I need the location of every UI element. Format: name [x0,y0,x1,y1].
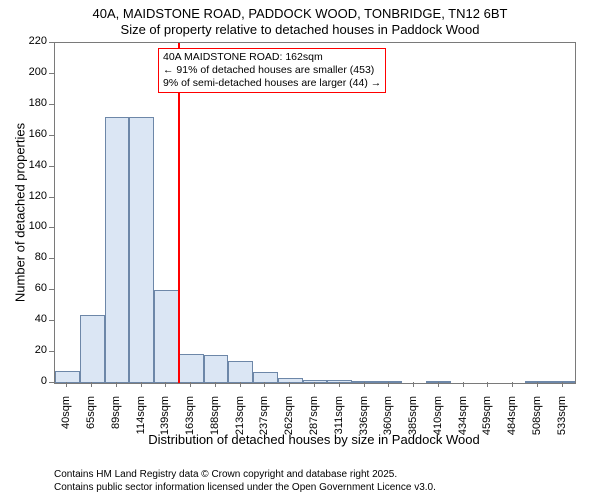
x-tick-label: 262sqm [283,396,295,446]
histogram-bar [327,380,352,383]
y-tick [49,166,54,167]
histogram-bar [228,361,253,383]
x-tick [413,382,414,387]
x-tick [91,382,92,387]
x-tick-label: 40sqm [60,396,72,446]
histogram-bar [179,354,204,383]
x-tick-label: 410sqm [432,396,444,446]
y-tick [49,227,54,228]
x-tick [141,382,142,387]
x-tick [562,382,563,387]
x-tick-label: 139sqm [159,396,171,446]
x-tick [66,382,67,387]
y-tick-label: 200 [19,66,47,78]
x-tick-label: 213sqm [234,396,246,446]
annotation-line-1: 40A MAIDSTONE ROAD: 162sqm [163,51,381,64]
y-tick [49,320,54,321]
x-tick [512,382,513,387]
histogram-bar [129,117,154,383]
x-tick [116,382,117,387]
histogram-bar [352,381,377,383]
histogram-bar [525,381,550,383]
x-tick [314,382,315,387]
y-tick-label: 180 [19,97,47,109]
histogram-bar [80,315,105,383]
y-tick [49,135,54,136]
histogram-bar [204,355,229,383]
x-tick [487,382,488,387]
x-tick-label: 459sqm [481,396,493,446]
y-tick [49,258,54,259]
x-tick-label: 188sqm [209,396,221,446]
y-tick [49,382,54,383]
y-tick-label: 40 [19,313,47,325]
histogram-bar [55,371,80,383]
x-tick [339,382,340,387]
x-tick-label: 336sqm [358,396,370,446]
x-tick [190,382,191,387]
chart-container: 40A, MAIDSTONE ROAD, PADDOCK WOOD, TONBR… [0,0,600,500]
x-tick-label: 533sqm [556,396,568,446]
x-tick [463,382,464,387]
x-tick-label: 163sqm [184,396,196,446]
y-tick-label: 20 [19,344,47,356]
histogram-bar [105,117,130,383]
x-tick-label: 360sqm [382,396,394,446]
x-tick-label: 385sqm [407,396,419,446]
x-tick [264,382,265,387]
y-tick [49,197,54,198]
x-tick [537,382,538,387]
annotation-box: 40A MAIDSTONE ROAD: 162sqm ← 91% of deta… [158,48,386,93]
histogram-bar [426,381,451,383]
annotation-line-2: ← 91% of detached houses are smaller (45… [163,64,381,77]
y-tick [49,73,54,74]
footer-line-1: Contains HM Land Registry data © Crown c… [54,468,436,481]
y-tick-label: 220 [19,35,47,47]
y-tick-label: 120 [19,190,47,202]
chart-title-line2: Size of property relative to detached ho… [0,22,600,37]
x-tick [215,382,216,387]
reference-line [178,43,180,383]
x-tick-label: 287sqm [308,396,320,446]
x-tick [165,382,166,387]
y-tick [49,104,54,105]
x-tick-label: 311sqm [333,396,345,446]
chart-title-line1: 40A, MAIDSTONE ROAD, PADDOCK WOOD, TONBR… [0,6,600,21]
footer-line-2: Contains public sector information licen… [54,481,436,494]
y-tick-label: 60 [19,282,47,294]
footer-attribution: Contains HM Land Registry data © Crown c… [54,468,436,494]
histogram-bar [253,372,278,383]
y-tick-label: 80 [19,251,47,263]
x-tick [364,382,365,387]
x-tick [289,382,290,387]
x-tick-label: 484sqm [506,396,518,446]
annotation-line-3: 9% of semi-detached houses are larger (4… [163,77,381,90]
y-tick [49,289,54,290]
y-tick-label: 0 [19,375,47,387]
x-tick [388,382,389,387]
x-tick-label: 65sqm [85,396,97,446]
y-tick-label: 140 [19,159,47,171]
x-tick-label: 89sqm [110,396,122,446]
x-tick-label: 237sqm [258,396,270,446]
y-tick [49,42,54,43]
y-tick-label: 100 [19,220,47,232]
x-tick [240,382,241,387]
x-tick-label: 114sqm [135,396,147,446]
y-tick [49,351,54,352]
histogram-bar [154,290,179,383]
x-tick-label: 434sqm [457,396,469,446]
histogram-bar [550,381,575,383]
x-tick [438,382,439,387]
x-tick-label: 508sqm [531,396,543,446]
y-tick-label: 160 [19,128,47,140]
